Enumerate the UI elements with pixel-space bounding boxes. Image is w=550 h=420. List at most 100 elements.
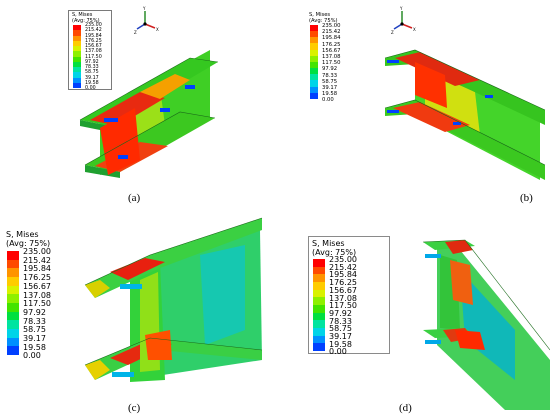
caption-a: (a) [128,192,141,204]
legend-color-band [313,259,325,267]
legend-color-band [313,312,325,321]
legend-subtitle: (Avg: 75%) [312,248,357,257]
legend-value: 58.75 [329,324,352,334]
legend-value: 215.42 [85,28,102,34]
legend-color-band [310,43,318,50]
legend-color-band [7,285,19,295]
legend-value: 0.00 [23,351,41,361]
legend-value: 215.42 [329,262,357,272]
legend-value: 117.50 [23,299,51,309]
legend-color-bar [310,25,318,99]
legend-color-band [313,320,325,328]
legend-value: 19.58 [23,342,46,352]
legend-color-band [73,61,81,67]
legend-value: 58.75 [85,70,99,76]
legend-value: 137.08 [23,290,51,300]
legend-value: 235.00 [85,23,102,28]
triad-y-label: Y [399,6,403,11]
legend-value: 19.58 [85,80,99,86]
legend-color-band [310,80,318,87]
legend-value: 156.67 [85,44,102,49]
legend-color-band [7,302,19,312]
caption-c: (c) [128,402,141,414]
legend-value: 0.00 [85,86,96,91]
legend-value: 19.58 [329,339,352,349]
legend-value: 235.00 [23,247,51,256]
legend-value: 156.67 [329,285,357,295]
legend-color-band [313,343,325,351]
legend-value: 235.00 [329,255,357,264]
legend-c: S, Mises (Avg: 75%) 235.00 215.42 195.84 17… [2,228,72,361]
legend-value: 39.17 [329,332,352,342]
axis-triad-icon: Y X Z [391,6,416,35]
legend-color-band [310,92,318,99]
triad-x-label: X [413,27,416,32]
legend-title: S, Mises [312,239,345,248]
legend-value: 195.84 [23,264,51,274]
legend-color-band [310,74,318,81]
legend-color-band [7,328,19,338]
legend-color-band [7,337,19,347]
legend-color-band [7,259,19,269]
legend-value: 137.08 [85,49,102,55]
legend-color-band [310,86,318,93]
legend-color-band [7,276,19,286]
legend-value: 117.50 [85,54,102,60]
legend-value: 39.17 [322,85,338,92]
legend-value: 97.92 [329,308,352,318]
legend-value: 176.25 [322,41,341,48]
legend-value: 78.33 [329,316,352,326]
legend-color-band [313,289,325,298]
legend-value: 195.84 [329,270,357,280]
legend-a: S, Mises (Avg: 75%) 235.00 215.42 195.84 17… [68,10,112,91]
triad-z-label: Z [134,30,137,35]
legend-value: 195.84 [85,33,102,39]
legend-b: S, Mises (Avg: 75%) 235.00 215.42 195.84 17… [305,10,351,103]
legend-color-bar [7,251,19,355]
legend-color-band [7,251,19,260]
legend-value: 58.75 [322,78,338,85]
legend-color-band [310,49,318,56]
legend-value: 117.50 [329,301,357,311]
legend-color-band [7,294,19,303]
legend-color-band [310,37,318,44]
legend-color-band [73,82,81,88]
panel-c: S, Mises (Avg: 75%) 235.00 215.42 195.84 17… [0,210,275,420]
legend-color-band [7,311,19,321]
legend-value: 78.33 [322,72,338,79]
legend-value: 117.50 [322,60,341,67]
triad-z-label: Z [391,30,394,35]
triad-x-label: X [156,27,159,32]
beam-model-b [384,49,546,180]
legend-value: 176.25 [23,273,51,283]
legend-value: 78.33 [23,316,46,326]
legend-color-bar [73,25,81,88]
legend-color-band [310,55,318,62]
legend-color-band [310,61,318,69]
legend-value: 176.25 [85,38,102,44]
legend-color-band [73,72,81,78]
caption-b: (b) [520,192,533,204]
legend-subtitle: (Avg: 75%) [72,18,100,24]
legend-value: 78.33 [85,65,99,70]
panel-d: S, Mises (Avg: 75%) 235.00 215.42 195.84 17… [275,210,550,420]
legend-color-band [73,67,81,73]
beam-model-c [84,217,263,382]
legend-subtitle: (Avg: 75%) [6,239,51,248]
legend-title: S, Mises [6,230,39,239]
legend-title: S, Mises [309,12,331,18]
triad-y-label: Y [142,6,146,11]
legend-color-band [313,327,325,336]
legend-color-band [313,297,325,305]
legend-color-band [73,56,81,62]
legend-color-band [310,68,318,75]
legend-value: 39.17 [23,334,46,344]
legend-color-band [310,25,318,32]
legend-value: 156.67 [322,47,341,54]
legend-color-band [73,40,81,46]
legend-color-band [313,266,325,275]
legend-value: 58.75 [23,325,46,335]
legend-color-band [310,31,318,38]
panel-b: S, Mises (Avg: 75%) 235.00 215.42 195.84 17… [275,0,550,210]
legend-value: 235.00 [322,23,341,29]
